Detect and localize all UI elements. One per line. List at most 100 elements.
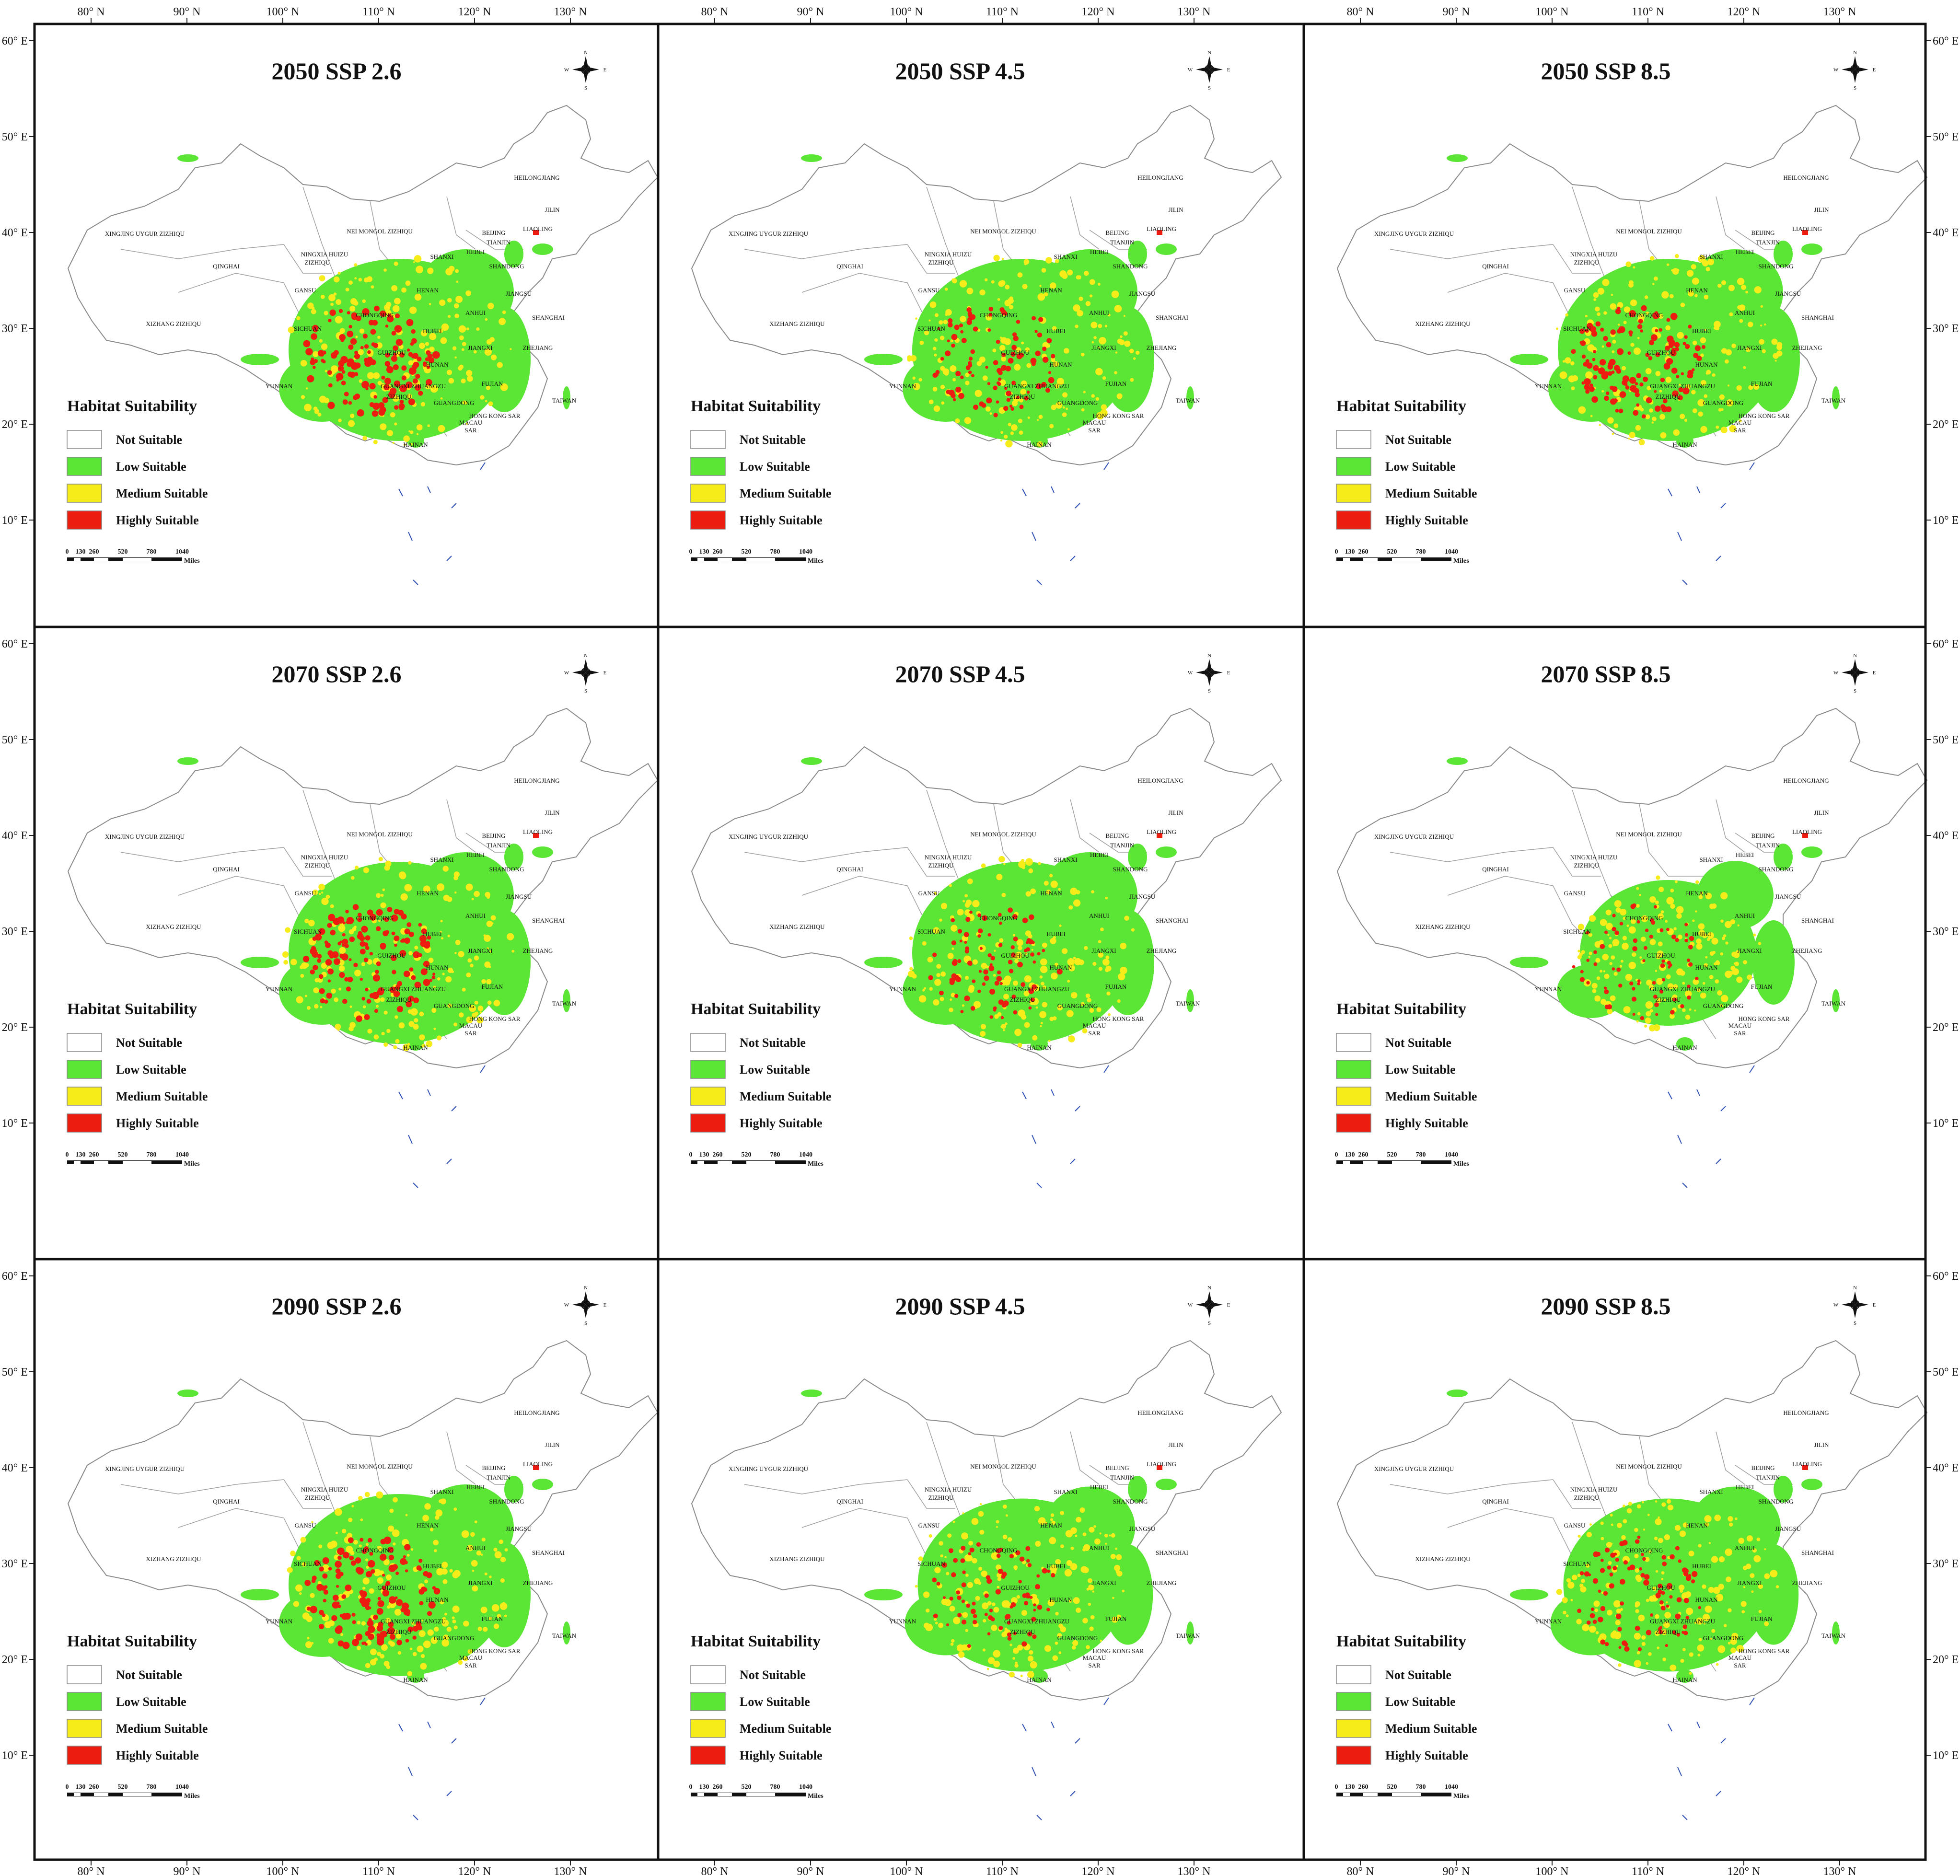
highly-suitable-patch xyxy=(977,934,981,938)
medium-suitable-patch xyxy=(950,339,953,343)
highly-suitable-patch xyxy=(1586,959,1589,962)
medium-suitable-patch xyxy=(912,376,916,380)
top-tick-label: 120° N xyxy=(1082,6,1115,18)
highly-suitable-patch xyxy=(1037,1605,1043,1610)
highly-suitable-patch xyxy=(977,989,981,993)
medium-suitable-patch xyxy=(1621,366,1626,371)
medium-suitable-patch xyxy=(1659,414,1665,420)
province-label: NEI MONGOL ZIZHIQU xyxy=(347,831,413,838)
medium-suitable-patch xyxy=(361,1621,366,1626)
bottom-tick-label: 110° N xyxy=(362,1865,395,1876)
highly-suitable-patch xyxy=(376,926,381,931)
highly-suitable-patch xyxy=(1034,330,1038,333)
province-label: BEIJING xyxy=(1751,1464,1774,1471)
medium-suitable-patch xyxy=(1663,1621,1670,1628)
highly-suitable-patch xyxy=(369,914,377,921)
highly-suitable-patch xyxy=(1604,930,1608,934)
medium-suitable-patch xyxy=(1694,1621,1697,1624)
highly-suitable-patch xyxy=(395,1599,403,1606)
medium-suitable-patch xyxy=(408,951,413,955)
medium-suitable-patch xyxy=(369,1588,374,1594)
medium-suitable-patch xyxy=(1056,378,1065,385)
medium-suitable-patch xyxy=(452,1605,460,1613)
medium-suitable-patch xyxy=(361,962,366,966)
highly-suitable-patch xyxy=(968,313,972,317)
highly-suitable-patch xyxy=(1009,969,1014,973)
province-label: GUANGDONG xyxy=(1057,1002,1098,1009)
highly-suitable-patch xyxy=(1653,905,1657,909)
suitability-raster xyxy=(801,154,1194,448)
medium-suitable-patch xyxy=(1093,1525,1096,1528)
province-label: TIANJIN xyxy=(1756,1474,1780,1481)
medium-suitable-patch xyxy=(966,1555,973,1562)
province-boundary xyxy=(283,847,332,877)
medium-suitable-patch xyxy=(1041,982,1044,986)
highly-suitable-patch xyxy=(341,1594,347,1599)
medium-suitable-patch xyxy=(1638,1614,1645,1621)
medium-suitable-patch xyxy=(480,1606,487,1613)
medium-suitable-patch xyxy=(1670,1013,1675,1019)
province-label: XINGJING UYGUR ZIZHIQU xyxy=(1374,1465,1454,1472)
medium-suitable-patch xyxy=(1615,907,1621,913)
highly-suitable-patch xyxy=(1592,1578,1599,1584)
medium-suitable-patch xyxy=(1605,909,1612,915)
scale-tick-label: 130 xyxy=(699,1783,709,1791)
medium-suitable-patch xyxy=(1004,1627,1008,1631)
highly-suitable-patch xyxy=(942,1596,946,1599)
medium-suitable-patch xyxy=(1589,1523,1592,1526)
medium-suitable-patch xyxy=(1759,339,1764,345)
highly-suitable-patch xyxy=(1585,359,1589,363)
highly-suitable-patch xyxy=(998,921,1002,925)
medium-suitable-patch xyxy=(314,1004,319,1009)
medium-suitable-patch xyxy=(476,327,480,331)
medium-suitable-patch xyxy=(413,1024,419,1030)
scale-bar-segment xyxy=(1363,558,1378,561)
scale-tick-label: 1040 xyxy=(175,1783,189,1791)
medium-suitable-patch xyxy=(1752,1548,1757,1553)
medium-suitable-patch xyxy=(968,1540,974,1546)
medium-suitable-patch xyxy=(980,1503,982,1505)
medium-suitable-patch xyxy=(321,897,329,905)
medium-suitable-patch xyxy=(359,379,363,383)
medium-suitable-patch xyxy=(486,920,493,927)
medium-suitable-patch xyxy=(304,918,309,924)
province-label: HENAN xyxy=(417,1522,439,1529)
medium-suitable-patch xyxy=(464,401,468,405)
medium-suitable-patch xyxy=(1100,927,1104,931)
highly-suitable-patch xyxy=(368,1625,375,1633)
medium-suitable-patch xyxy=(1705,372,1709,375)
highly-suitable-patch xyxy=(372,974,380,982)
medium-suitable-patch xyxy=(1655,371,1661,376)
medium-suitable-patch xyxy=(1050,938,1056,944)
highly-suitable-patch xyxy=(1036,1574,1040,1578)
highly-suitable-patch xyxy=(1009,1554,1014,1559)
right-tick-label: 10° E xyxy=(1933,1749,1959,1762)
medium-suitable-patch xyxy=(381,893,384,897)
highly-suitable-patch xyxy=(380,943,386,949)
province-label: FUJIAN xyxy=(482,983,503,990)
low-suitable-area xyxy=(1774,1476,1793,1503)
highly-suitable-patch xyxy=(1696,356,1702,361)
medium-suitable-patch xyxy=(1114,371,1117,374)
right-tick-label: 30° E xyxy=(1933,926,1959,938)
province-label: LIAOLING xyxy=(523,1460,553,1468)
medium-suitable-patch xyxy=(1095,397,1099,401)
medium-suitable-patch xyxy=(1611,955,1615,960)
highly-suitable-patch xyxy=(1635,1539,1640,1544)
medium-suitable-patch xyxy=(1702,1584,1706,1589)
legend-label: Not Suitable xyxy=(116,1036,182,1050)
highly-suitable-patch xyxy=(928,975,933,980)
highly-suitable-patch xyxy=(1016,395,1020,399)
scale-tick-label: 1040 xyxy=(799,1151,812,1158)
medium-suitable-patch xyxy=(1754,286,1762,294)
province-label: NINGXIA HUIZU xyxy=(1570,854,1618,861)
medium-suitable-patch xyxy=(1700,992,1706,999)
island-boundary xyxy=(1075,503,1080,509)
highly-suitable-patch xyxy=(388,1554,394,1561)
medium-suitable-patch xyxy=(974,1578,980,1585)
highly-suitable-patch xyxy=(431,1603,435,1607)
medium-suitable-patch xyxy=(1565,313,1569,317)
medium-suitable-patch xyxy=(338,987,342,991)
medium-suitable-patch xyxy=(1716,960,1719,964)
medium-suitable-patch xyxy=(1001,257,1004,260)
